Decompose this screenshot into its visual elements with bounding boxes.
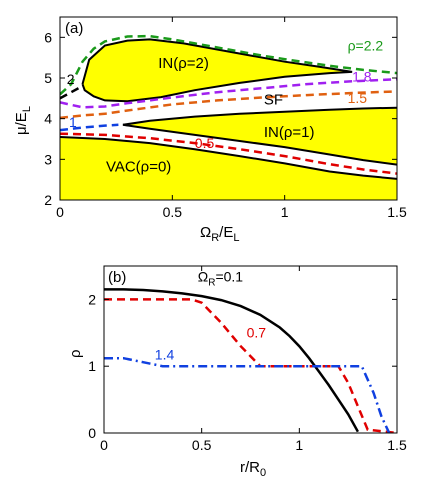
panel-a-ylabel: μ/EL <box>13 106 33 135</box>
a-ytick-label: 4 <box>44 111 52 127</box>
region-label-3: VAC(ρ=0) <box>106 159 171 176</box>
phase-boundary-1 <box>81 38 353 103</box>
b-xtick-label: 0.5 <box>192 437 212 453</box>
panel-b-series <box>104 288 397 433</box>
b-xtick-label: 1 <box>295 437 303 453</box>
panel-b-frame <box>103 265 398 434</box>
profile-label-1: ΩR=0.1 <box>198 268 244 288</box>
density-contour-1 <box>60 34 397 96</box>
b-ytick-label: 1 <box>88 358 96 374</box>
contour-label-5: 1 <box>69 114 77 130</box>
contour-label-4: 1.5 <box>348 90 368 106</box>
panel-b-xlabel: r/R0 <box>240 459 266 479</box>
b-xtick-label: 0 <box>100 437 108 453</box>
density-contour-4 <box>60 90 397 120</box>
a-xtick-label: 1.5 <box>387 204 407 220</box>
density-contour-6 <box>60 132 397 175</box>
region-label-4: SF <box>264 91 283 108</box>
density-contour-3 <box>60 77 397 109</box>
panel-b-tag: (b) <box>108 269 126 286</box>
a-ytick-label: 2 <box>44 192 52 208</box>
panel-a-region-labels: IN(ρ=2) IN(ρ=1) VAC(ρ=0) SF <box>106 55 315 176</box>
a-ytick-label: 3 <box>44 151 52 167</box>
contour-label-2: 2 <box>67 71 75 87</box>
b-ytick-label: 2 <box>88 291 96 307</box>
b-ytick-label: 0 <box>88 425 96 441</box>
region-label-1: IN(ρ=2) <box>158 55 209 72</box>
region-vac <box>60 137 397 200</box>
panel-a: 0 0.5 1 1.5 2 3 4 5 6 IN(ρ=2) IN(ρ=1) VAC(ρ=0) SF ρ… <box>13 16 407 244</box>
panel-a-regions <box>60 39 397 200</box>
profile-label-2: 0.7 <box>247 324 267 340</box>
a-ytick-label: 5 <box>44 70 52 86</box>
a-ytick-label: 6 <box>44 29 52 45</box>
panel-b-ticks: 0 0.5 1 1.5 0 1 2 <box>88 266 407 453</box>
a-xtick-label: 0 <box>56 204 64 220</box>
panel-b-plot-area <box>104 266 397 433</box>
phase-boundary-3 <box>122 123 397 166</box>
panel-b-ylabel: ρ <box>67 349 84 358</box>
contour-label-6: 0.5 <box>195 135 215 151</box>
panel-a-xlabel: ΩR/EL <box>200 224 239 244</box>
phase-boundary-2 <box>122 106 397 126</box>
b-xtick-label: 1.5 <box>387 437 407 453</box>
phase-boundary-4 <box>60 136 397 180</box>
a-xtick-label: 0.5 <box>163 204 183 220</box>
density-contour-5 <box>60 123 119 132</box>
region-in-rho1 <box>122 107 397 165</box>
profile-label-3: 1.4 <box>155 347 175 363</box>
density-profile-1 <box>104 288 359 433</box>
region-label-2: IN(ρ=1) <box>264 124 315 141</box>
panel-a-tag: (a) <box>65 20 83 37</box>
region-in-rho2 <box>82 39 353 102</box>
panel-b: 0 0.5 1 1.5 0 1 2 ΩR=0.1 0.7 1.4 (b) r/R0 ρ <box>67 265 407 479</box>
panel-a-ticks: 0 0.5 1 1.5 2 3 4 5 6 <box>44 17 407 220</box>
contour-label-3: 1.8 <box>352 68 372 84</box>
a-xtick-label: 1 <box>281 204 289 220</box>
contour-label-1: ρ=2.2 <box>348 37 384 53</box>
panel-a-annotations: ρ=2.2 2 1.8 1.5 1 0.5 <box>67 37 384 151</box>
panel-b-annotations: ΩR=0.1 0.7 1.4 <box>155 268 266 362</box>
panel-a-boundaries <box>60 38 397 180</box>
density-contour-2 <box>60 85 84 100</box>
panel-a-series <box>60 34 397 175</box>
panel-a-frame <box>59 16 398 201</box>
density-profile-3 <box>104 356 391 433</box>
